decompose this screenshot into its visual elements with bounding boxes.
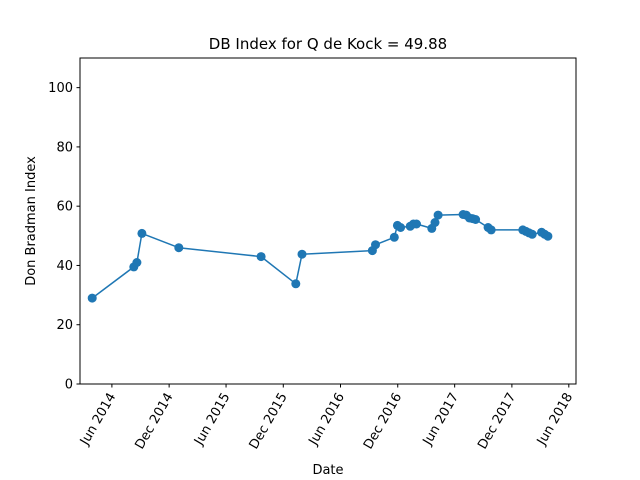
data-point bbox=[132, 258, 142, 267]
y-axis-label: Don Bradman Index bbox=[24, 156, 39, 286]
data-point bbox=[174, 243, 184, 253]
y-tick-label: 100 bbox=[48, 81, 73, 96]
data-point bbox=[389, 232, 399, 242]
y-tick-label: 0 bbox=[65, 378, 73, 393]
data-point bbox=[527, 229, 537, 239]
y-tick-label: 40 bbox=[56, 259, 73, 274]
data-point bbox=[412, 219, 421, 229]
y-tick-label: 60 bbox=[56, 200, 73, 215]
x-axis-label: Date bbox=[312, 463, 343, 478]
plot-area bbox=[87, 210, 553, 303]
data-point bbox=[371, 240, 380, 250]
data-point bbox=[543, 231, 553, 241]
y-tick-label: 20 bbox=[56, 318, 73, 333]
y-tick-label: 80 bbox=[56, 140, 73, 155]
plot-frame bbox=[79, 57, 577, 385]
y-axis: 0 20 40 60 80 100 bbox=[48, 81, 80, 393]
data-point bbox=[430, 218, 440, 227]
data-point bbox=[291, 279, 301, 289]
data-point bbox=[486, 225, 496, 235]
data-point bbox=[433, 210, 443, 220]
data-point bbox=[137, 228, 147, 238]
data-point bbox=[87, 293, 97, 303]
chart-title: DB Index for Q de Kock = 49.88 bbox=[209, 35, 447, 53]
data-point bbox=[396, 223, 406, 232]
data-point bbox=[256, 252, 266, 262]
data-point bbox=[471, 215, 481, 224]
data-point bbox=[297, 249, 307, 259]
